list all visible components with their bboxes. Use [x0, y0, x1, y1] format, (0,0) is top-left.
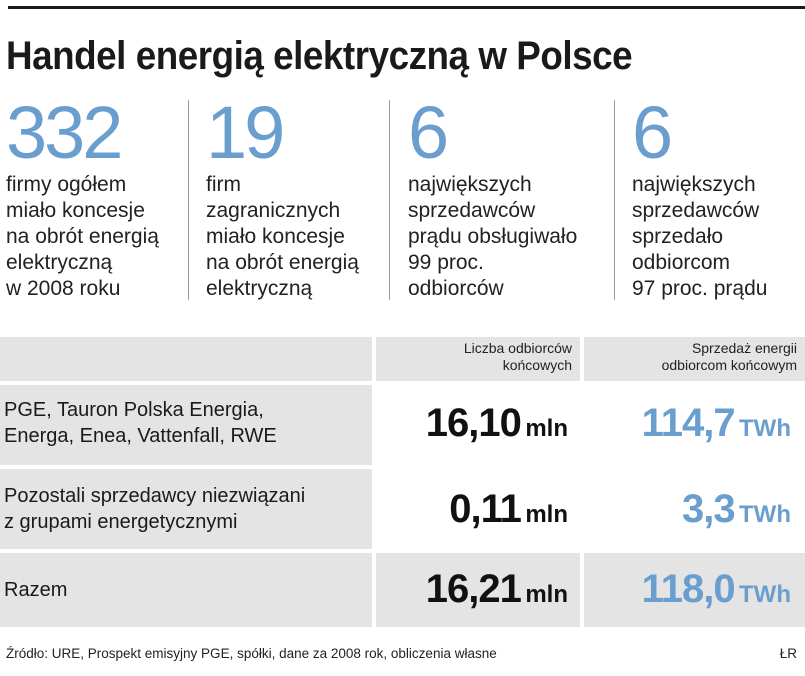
stat-block-largest-customers: 6 największych sprzedawców prądu obsługi… — [408, 96, 577, 302]
stat-description: firmy ogółem miało koncesje na obrót ene… — [6, 172, 159, 302]
customers-unit: mln — [525, 415, 568, 442]
stat-description: największych sprzedawców sprzedało odbio… — [632, 172, 767, 302]
header-customers: Liczba odbiorców końcowych — [376, 337, 580, 381]
header-line: Liczba odbiorców — [463, 340, 572, 356]
sales-value: 114,7 — [641, 401, 736, 445]
stat-line: firm — [206, 173, 241, 196]
sales-cell: 3,3 TWh — [584, 469, 805, 549]
stat-number: 6 — [632, 91, 673, 174]
row-label-cell: Razem — [0, 553, 372, 627]
source-note: Źródło: URE, Prospekt emisyjny PGE, spół… — [6, 646, 497, 661]
header-sales: Sprzedaż energii odbiorcom końcowym — [584, 337, 805, 381]
row-label-line: Energa, Enea, Vattenfall, RWE — [4, 425, 277, 447]
customers-unit: mln — [525, 581, 568, 608]
stat-line: miało koncesje — [6, 199, 145, 222]
stat-line: prądu obsługiwało — [408, 225, 578, 248]
row-label-line: z grupami energetycznymi — [4, 511, 238, 533]
sales-cell: 114,7 TWh — [584, 385, 805, 465]
header-empty-cell — [0, 337, 372, 381]
stat-line: sprzedawców — [408, 199, 536, 222]
stat-block-firms-total: 332 firmy ogółem miało koncesje na obrót… — [6, 96, 159, 302]
stat-line: największych — [632, 173, 756, 196]
sales-unit: TWh — [739, 415, 791, 442]
stat-line: 99 proc. — [408, 251, 484, 274]
customers-cell: 16,21 mln — [376, 553, 580, 627]
row-label-line: Razem — [4, 579, 68, 601]
sales-table: Liczba odbiorców końcowych Sprzedaż ener… — [0, 337, 805, 627]
stat-line: sprzedało — [632, 225, 724, 248]
column-divider — [389, 100, 390, 300]
row-label-cell: PGE, Tauron Polska Energia, Energa, Enea… — [0, 385, 372, 465]
customers-cell: 0,11 mln — [376, 469, 580, 549]
stat-line: miało koncesje — [206, 225, 345, 248]
customers-value: 16,10 — [425, 401, 522, 445]
sales-unit: TWh — [739, 501, 791, 528]
stat-block-foreign-firms: 19 firm zagranicznych miało koncesje na … — [206, 96, 359, 302]
sales-value: 118,0 — [641, 567, 736, 611]
row-label-line: Pozostali sprzedawcy niezwiązani — [4, 485, 306, 507]
customers-value: 0,11 — [449, 487, 522, 531]
customers-value: 16,21 — [425, 567, 522, 611]
stat-block-largest-sales: 6 największych sprzedawców sprzedało odb… — [632, 96, 767, 302]
customers-cell: 16,10 mln — [376, 385, 580, 465]
header-line: Sprzedaż energii — [691, 340, 797, 356]
row-label-line: PGE, Tauron Polska Energia, — [4, 399, 264, 421]
page-title: Handel energią elektryczną w Polsce — [6, 34, 633, 78]
stat-line: odbiorców — [408, 277, 504, 300]
table-row: Pozostali sprzedawcy niezwiązani z grupa… — [0, 469, 805, 549]
stat-number: 332 — [6, 91, 123, 174]
stat-line: zagranicznych — [206, 199, 341, 222]
table-header-row: Liczba odbiorców końcowych Sprzedaż ener… — [0, 337, 805, 381]
stat-line: firmy ogółem — [6, 173, 127, 196]
stat-number: 6 — [408, 91, 449, 174]
stat-line: 97 proc. prądu — [632, 277, 768, 300]
sales-cell: 118,0 TWh — [584, 553, 805, 627]
stat-line: odbiorcom — [632, 251, 731, 274]
stat-line: sprzedawców — [632, 199, 760, 222]
stat-number: 19 — [206, 91, 285, 174]
stat-description: firm zagranicznych miało koncesje na obr… — [206, 172, 359, 302]
column-divider — [188, 100, 189, 300]
sales-unit: TWh — [739, 581, 791, 608]
column-divider — [614, 100, 615, 300]
stat-description: największych sprzedawców prądu obsługiwa… — [408, 172, 577, 302]
customers-unit: mln — [525, 501, 568, 528]
stat-line: w 2008 roku — [6, 277, 121, 300]
author-credit: ŁR — [779, 646, 797, 661]
table-row: PGE, Tauron Polska Energia, Energa, Enea… — [0, 385, 805, 465]
sales-value: 3,3 — [681, 487, 736, 531]
stat-line: na obrót energią — [206, 251, 359, 274]
table-row-total: Razem 16,21 mln 118,0 TWh — [0, 553, 805, 627]
header-line: odbiorcom końcowym — [661, 357, 797, 373]
stat-line: elektryczną — [206, 277, 313, 300]
row-label-cell: Pozostali sprzedawcy niezwiązani z grupa… — [0, 469, 372, 549]
header-line: końcowych — [502, 357, 572, 373]
stat-line: elektryczną — [6, 251, 113, 274]
top-rule — [8, 6, 805, 9]
stat-line: największych — [408, 173, 532, 196]
stat-line: na obrót energią — [6, 225, 159, 248]
